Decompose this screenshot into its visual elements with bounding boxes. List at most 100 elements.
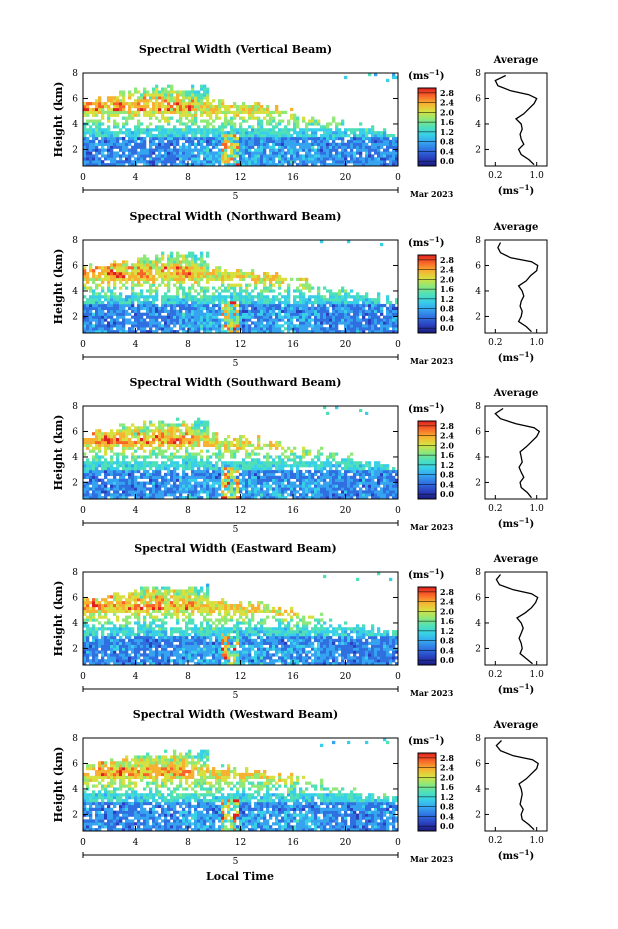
heatmap-cell [257,274,261,279]
heatmap-cell [212,484,216,488]
heatmap-cell [215,128,219,132]
heatmap-cell [266,131,270,135]
heatmap-cell [191,274,195,279]
heatmap-cell [113,145,117,149]
heatmap-cell [245,289,249,293]
heatmap-cell [356,324,360,328]
heatmap-cell [389,151,393,155]
heatmap-cell [209,330,213,334]
heatmap-cell [167,490,171,494]
heatmap-cell [320,315,324,319]
heatmap-cell [371,163,375,167]
heatmap-cell [344,318,348,322]
heatmap-cell [128,469,132,474]
heatmap-cell [257,134,261,138]
heatmap-cell [350,303,354,308]
heatmap-cell [245,145,249,149]
heatmap-cell [224,139,228,144]
heatmap-cell [323,142,327,146]
heatmap-cell [116,469,120,474]
heatmap-cell [155,254,159,258]
heatmap-cell [203,443,207,447]
heatmap-cell [110,327,114,331]
heatmap-cell [167,102,171,106]
heatmap-cell [269,496,273,500]
heatmap-cell [326,330,330,334]
heatmap-cell [83,148,87,152]
heatmap-cell [305,330,309,334]
heatmap-cell [383,151,387,155]
heatmap-cell [128,493,132,497]
heatmap-cell [206,324,210,328]
heatmap-cell [101,435,105,439]
heatmap-cell [137,467,141,471]
heatmap-cell [143,142,147,146]
heatmap-cell [212,292,216,296]
heatmap-cell [158,464,162,468]
heatmap-cell [212,160,216,164]
heatmap-cell [326,301,330,305]
heatmap-cell [92,330,96,334]
heatmap-cell [245,119,249,123]
heatmap-cell [323,139,327,144]
heatmap-cell [164,309,168,313]
heatmap-cell [317,306,321,311]
heatmap-cell [263,443,267,447]
heatmap-cell [209,142,213,146]
heatmap-cell [254,484,258,488]
heatmap-cell [347,318,351,322]
heatmap-cell [185,110,189,114]
heatmap-cell [302,116,306,120]
heatmap-cell [86,113,90,117]
heatmap-cell [245,148,249,152]
heatmap-cell [326,128,330,132]
heatmap-cell [182,266,186,270]
heatmap-cell [347,309,351,313]
heatmap-cell [290,142,294,146]
heatmap-cell [296,151,300,155]
heatmap-cell [236,481,240,485]
heatmap-cell [167,455,171,459]
heatmap-cell [212,481,216,485]
heatmap-cell [149,274,153,279]
heatmap-cell [332,330,336,334]
heatmap-cell [95,484,99,488]
heatmap-cell [239,148,243,152]
heatmap-cell [194,116,198,120]
heatmap-cell [272,131,276,135]
heatmap-cell [308,145,312,149]
heatmap-cell [278,136,282,141]
heatmap-cell [239,128,243,132]
heatmap-cell [239,306,243,311]
heatmap-cell [215,116,219,120]
heatmap-cell [134,475,138,479]
heatmap-cell [386,315,390,319]
heatmap-cell [308,157,312,161]
heatmap-cell [119,475,123,479]
heatmap-cell [95,312,99,316]
heatmap-cell [368,136,372,141]
heatmap-cell [107,435,111,439]
heatmap-cell [290,318,294,322]
heatmap-cell [278,327,282,331]
heatmap-cell [179,157,183,161]
heatmap-cell [293,139,297,144]
heatmap-cell [134,467,138,471]
heatmap-cell [275,295,279,299]
heatmap-cell [392,312,396,316]
heatmap-cell [170,461,174,465]
heatmap-cell [236,142,240,146]
heatmap-cell [272,330,276,334]
heatmap-cell [347,315,351,319]
heatmap-cell [191,154,195,158]
heatmap-cell [128,318,132,322]
heatmap-cell [146,481,150,485]
heatmap-cell [185,472,189,477]
heatmap-cell [122,263,126,267]
heatmap-cell [113,99,117,103]
heatmap-cell [197,301,201,305]
heatmap-cell [188,437,192,442]
heatmap-cell [344,148,348,152]
heatmap-cell [170,437,174,442]
heatmap-cell [107,116,111,120]
